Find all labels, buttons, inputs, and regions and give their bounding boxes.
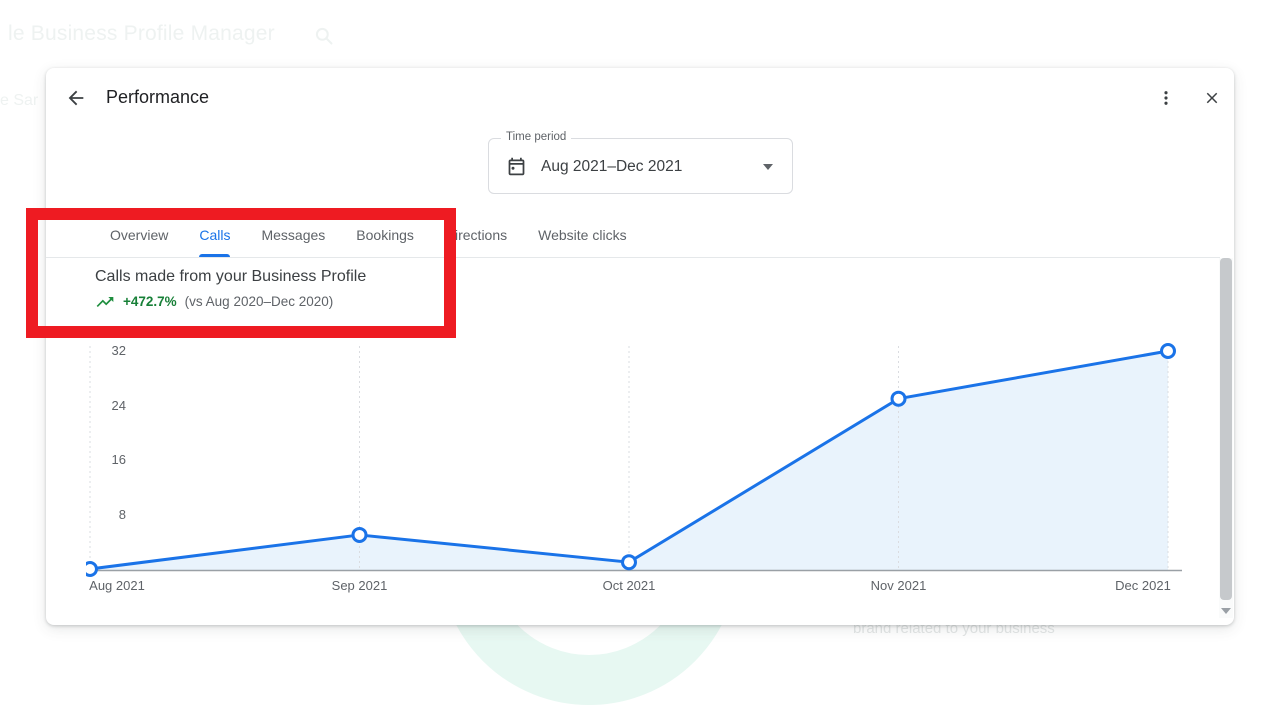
- dropdown-arrow-icon: [763, 164, 773, 170]
- close-icon: [1206, 92, 1218, 104]
- y-axis-tick: 24: [111, 397, 126, 413]
- arrow-back-icon: [68, 90, 84, 106]
- more-options-button[interactable]: [1152, 84, 1180, 112]
- trend-summary: +472.7% (vs Aug 2020–Dec 2020): [95, 294, 333, 309]
- chart-point-oct-2021[interactable]: [621, 554, 637, 571]
- chart-point-sep-2021[interactable]: [351, 526, 368, 543]
- tab-messages[interactable]: Messages: [261, 227, 326, 243]
- tab-bookings[interactable]: Bookings: [356, 227, 414, 243]
- chart-point-nov-2021[interactable]: [890, 390, 907, 407]
- y-axis-tick: 32: [111, 343, 126, 358]
- trend-up-icon: [96, 296, 114, 307]
- calendar-icon: [508, 157, 525, 176]
- chart-point-aug-2021[interactable]: [86, 561, 98, 577]
- scroll-down-arrow[interactable]: [1221, 608, 1231, 614]
- close-button[interactable]: [1198, 84, 1226, 112]
- tab-website-clicks[interactable]: Website clicks: [538, 227, 627, 243]
- search-icon: [315, 27, 333, 45]
- back-button[interactable]: [62, 84, 90, 112]
- y-axis-tick: 16: [111, 452, 126, 467]
- page-title: Performance: [106, 87, 210, 107]
- time-period-select[interactable]: Time period Aug 2021–Dec 2021: [488, 131, 793, 194]
- kebab-menu-icon: [1164, 91, 1168, 105]
- x-axis-label: Sep 2021: [331, 578, 388, 593]
- scrollbar-track[interactable]: [1219, 258, 1233, 618]
- performance-dialog: Performance Time period Aug 2021–Dec 202…: [46, 68, 1234, 625]
- metric-comparison: (vs Aug 2020–Dec 2020): [184, 294, 334, 309]
- calls-line-chart: 8 16 24 32 Aug 2021 Sep 2021 Oct 2021 Nov 2021 D…: [86, 340, 1186, 593]
- scrollbar-thumb[interactable]: [1220, 258, 1232, 600]
- metric-title: Calls made from your Business Profile: [95, 268, 367, 285]
- y-axis-tick: 8: [118, 506, 126, 522]
- tab-bar: Overview Calls Messages Bookings Directions W…: [46, 216, 627, 257]
- background-side-text: e Sar: [0, 92, 39, 109]
- x-axis-label: Dec 2021: [1115, 578, 1171, 593]
- x-axis-label: Nov 2021: [870, 578, 927, 593]
- background-app-title: le Business Profile Manager: [8, 22, 275, 45]
- metric-change: +472.7%: [123, 294, 177, 309]
- tab-directions[interactable]: Directions: [444, 227, 508, 243]
- tab-overview[interactable]: Overview: [110, 227, 169, 243]
- tab-divider: [46, 257, 1220, 258]
- x-axis-label: Oct 2021: [602, 578, 656, 593]
- tab-calls[interactable]: Calls: [199, 216, 231, 257]
- time-period-value: Aug 2021–Dec 2021: [541, 158, 683, 175]
- x-axis-label: Aug 2021: [89, 578, 145, 593]
- time-period-label: Time period: [501, 131, 572, 143]
- chart-point-dec-2021[interactable]: [1160, 343, 1176, 359]
- chart-canvas: [86, 343, 1182, 577]
